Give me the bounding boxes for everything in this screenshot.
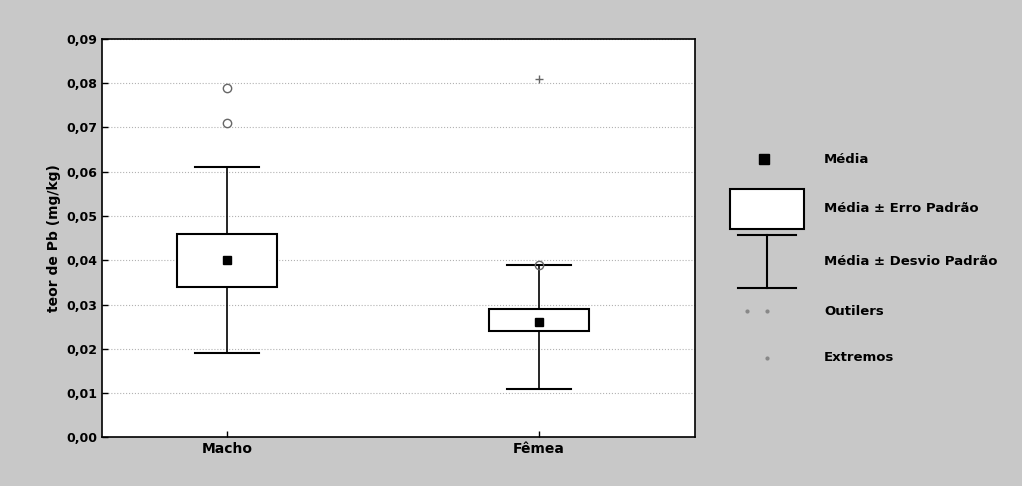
Text: Outilers: Outilers — [824, 305, 884, 317]
Bar — [177, 234, 277, 287]
Text: Média ± Erro Padrão: Média ± Erro Padrão — [824, 203, 979, 215]
Bar — [490, 309, 589, 331]
Text: Média ± Desvio Padrão: Média ± Desvio Padrão — [824, 255, 997, 268]
Bar — [730, 189, 804, 229]
Y-axis label: teor de Pb (mg/kg): teor de Pb (mg/kg) — [47, 164, 60, 312]
Text: Extremos: Extremos — [824, 351, 894, 364]
Text: Média: Média — [824, 153, 870, 166]
